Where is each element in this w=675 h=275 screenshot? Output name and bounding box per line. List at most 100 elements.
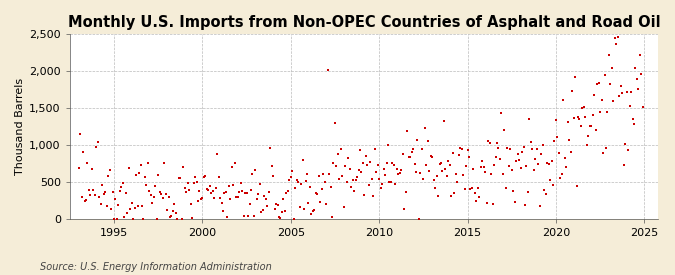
Point bbox=[252, 197, 263, 202]
Point bbox=[371, 170, 381, 175]
Text: Source: U.S. Energy Information Administration: Source: U.S. Energy Information Administ… bbox=[40, 262, 272, 272]
Point bbox=[287, 169, 298, 173]
Point bbox=[477, 159, 487, 164]
Point bbox=[568, 116, 579, 120]
Point bbox=[250, 168, 261, 173]
Point bbox=[434, 161, 445, 166]
Point bbox=[412, 138, 423, 142]
Point bbox=[369, 147, 380, 151]
Point bbox=[621, 89, 632, 94]
Point bbox=[516, 150, 527, 155]
Point bbox=[555, 176, 566, 180]
Point bbox=[122, 211, 133, 215]
Point bbox=[439, 119, 450, 124]
Point bbox=[166, 214, 177, 218]
Point bbox=[617, 91, 628, 95]
Point bbox=[406, 150, 417, 154]
Point bbox=[213, 175, 224, 180]
Point bbox=[248, 213, 259, 218]
Point bbox=[418, 177, 429, 182]
Point bbox=[576, 124, 587, 128]
Point bbox=[541, 161, 552, 165]
Point bbox=[241, 191, 252, 195]
Point bbox=[151, 217, 162, 221]
Point bbox=[565, 150, 576, 154]
Point bbox=[570, 74, 580, 79]
Point bbox=[383, 143, 394, 148]
Point bbox=[236, 180, 246, 185]
Point bbox=[215, 196, 225, 200]
Point bbox=[225, 196, 236, 201]
Point bbox=[191, 180, 202, 184]
Point bbox=[178, 165, 188, 170]
Point bbox=[591, 128, 601, 132]
Point bbox=[100, 190, 111, 194]
Point bbox=[504, 163, 514, 168]
Point bbox=[347, 178, 358, 183]
Point bbox=[512, 152, 523, 156]
Point bbox=[580, 115, 591, 120]
Point bbox=[522, 189, 533, 194]
Point bbox=[524, 117, 535, 121]
Point bbox=[483, 138, 493, 143]
Point bbox=[268, 174, 279, 178]
Point bbox=[374, 177, 385, 182]
Point bbox=[408, 147, 418, 151]
Point bbox=[147, 201, 158, 205]
Point bbox=[567, 89, 578, 94]
Point bbox=[540, 191, 551, 196]
Point bbox=[530, 157, 541, 161]
Point bbox=[325, 185, 336, 189]
Point bbox=[294, 205, 305, 209]
Point bbox=[115, 189, 126, 193]
Point bbox=[172, 217, 183, 221]
Point bbox=[384, 180, 395, 185]
Point bbox=[324, 172, 335, 176]
Point bbox=[159, 161, 169, 165]
Point bbox=[634, 53, 645, 57]
Point bbox=[181, 190, 192, 194]
Point bbox=[80, 198, 91, 202]
Point bbox=[424, 169, 435, 173]
Point bbox=[496, 110, 507, 115]
Point bbox=[363, 183, 374, 187]
Point bbox=[446, 194, 457, 199]
Point bbox=[187, 216, 198, 220]
Point bbox=[518, 144, 529, 149]
Point bbox=[297, 158, 308, 163]
Point bbox=[368, 194, 379, 199]
Point bbox=[318, 172, 329, 176]
Point bbox=[605, 82, 616, 87]
Point bbox=[444, 163, 455, 167]
Point bbox=[169, 201, 180, 206]
Point bbox=[393, 172, 404, 176]
Point bbox=[210, 186, 221, 190]
Point bbox=[144, 188, 155, 193]
Point bbox=[273, 215, 284, 219]
Point bbox=[602, 109, 613, 114]
Point bbox=[423, 139, 433, 144]
Point bbox=[479, 165, 489, 169]
Point bbox=[470, 191, 481, 196]
Point bbox=[354, 148, 365, 152]
Point bbox=[624, 103, 635, 108]
Point bbox=[387, 161, 398, 166]
Point bbox=[497, 172, 508, 177]
Point bbox=[493, 146, 504, 150]
Point bbox=[142, 161, 153, 165]
Point bbox=[175, 176, 186, 180]
Point bbox=[79, 198, 90, 203]
Point bbox=[92, 140, 103, 144]
Point bbox=[90, 193, 101, 197]
Point bbox=[261, 197, 271, 201]
Point bbox=[155, 189, 165, 194]
Point bbox=[334, 177, 345, 181]
Point bbox=[85, 193, 96, 197]
Point bbox=[75, 132, 86, 136]
Point bbox=[409, 161, 420, 166]
Point bbox=[337, 174, 348, 178]
Point bbox=[317, 187, 327, 191]
Point bbox=[275, 216, 286, 221]
Point bbox=[623, 148, 634, 152]
Point bbox=[626, 90, 637, 95]
